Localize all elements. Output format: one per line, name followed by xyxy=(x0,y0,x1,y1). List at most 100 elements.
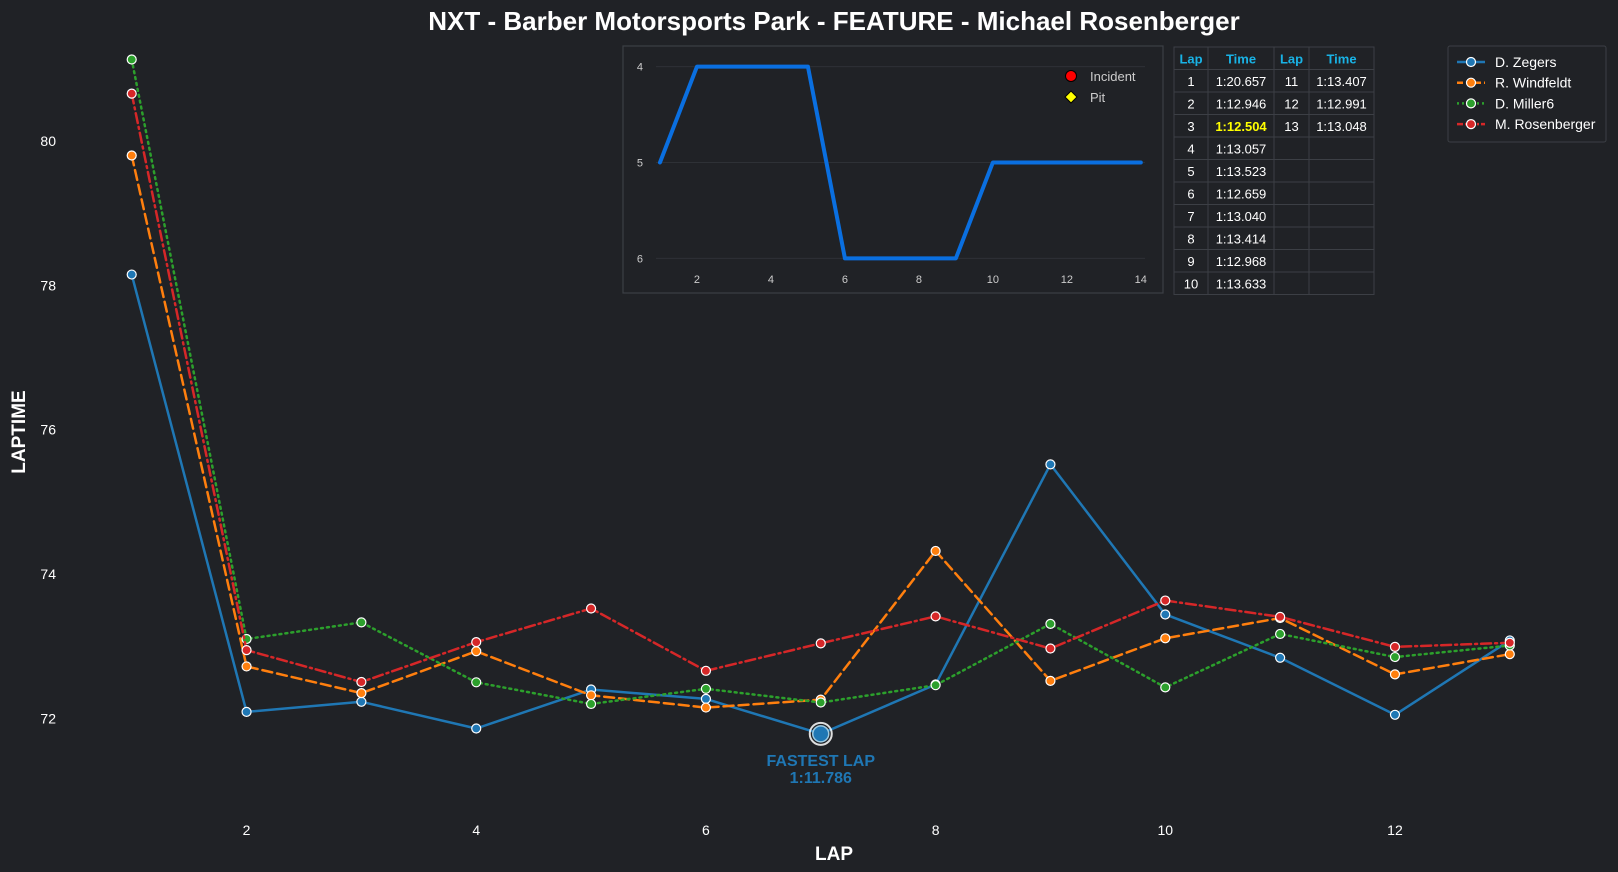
fastest-lap-marker xyxy=(812,725,830,743)
data-point xyxy=(700,702,712,713)
table-value: 1 xyxy=(1187,74,1194,89)
data-point xyxy=(471,646,482,657)
data-point xyxy=(1389,651,1401,663)
data-point xyxy=(471,677,482,688)
inset-x-tick-label: 2 xyxy=(694,274,700,286)
x-axis-label: LAP xyxy=(815,844,853,865)
y-tick-label: 78 xyxy=(40,277,56,293)
data-point xyxy=(1504,637,1515,648)
table-cell xyxy=(1308,249,1375,273)
table-value: 1:13.523 xyxy=(1216,164,1267,179)
data-point xyxy=(1275,652,1286,663)
table-value: 8 xyxy=(1187,231,1194,246)
y-tick-label: 72 xyxy=(40,710,56,726)
data-point xyxy=(241,661,252,672)
data-point xyxy=(356,676,367,688)
inset-frame xyxy=(622,45,1164,294)
legend-label: D. Zegers xyxy=(1495,54,1556,70)
table-value: 13 xyxy=(1284,119,1298,134)
inset-x-tick-label: 6 xyxy=(842,274,848,286)
table-value: 1:12.968 xyxy=(1216,254,1267,269)
legend-marker xyxy=(1465,98,1477,109)
y-tick-label: 76 xyxy=(40,422,56,438)
table-value: 1:13.057 xyxy=(1216,141,1267,156)
lap-time-table: Lap Time Lap Time 1 1:20.657 11 1:13.407 2 1:12.9… xyxy=(1173,46,1375,295)
inset-x-tick-label: 12 xyxy=(1061,274,1073,286)
table-value: 1:13.414 xyxy=(1216,231,1267,246)
position-line xyxy=(657,64,1143,261)
data-point xyxy=(356,696,367,707)
table-cell xyxy=(1273,181,1310,205)
table-header: Lap xyxy=(1280,51,1303,66)
table-value: 5 xyxy=(1187,164,1194,179)
legend-label: M. Rosenberger xyxy=(1495,116,1596,132)
data-point xyxy=(1275,611,1286,622)
inset-y-tick-label: 5 xyxy=(637,157,643,169)
data-point xyxy=(126,54,137,65)
inset-x-tick-label: 4 xyxy=(768,274,774,286)
data-point xyxy=(1045,459,1056,470)
legend-marker xyxy=(1465,77,1477,88)
table-cell xyxy=(1273,136,1310,160)
data-point xyxy=(471,723,482,734)
table-value: 1:12.946 xyxy=(1216,96,1267,111)
fastest-lap-label: FASTEST LAP xyxy=(767,753,876,770)
data-point xyxy=(356,617,367,628)
data-point xyxy=(356,688,367,699)
data-point xyxy=(1389,669,1401,680)
data-point xyxy=(1160,682,1171,693)
table-value: 1:12.659 xyxy=(1216,186,1267,201)
table-value: 4 xyxy=(1187,141,1194,156)
table-cell xyxy=(1308,159,1375,183)
inset-legend-label: Pit xyxy=(1090,90,1106,105)
data-point xyxy=(815,697,826,708)
x-tick-label: 4 xyxy=(472,822,480,838)
table-value: 11 xyxy=(1285,74,1299,89)
fastest-lap-ring xyxy=(808,721,833,746)
legend-label: D. Miller6 xyxy=(1495,95,1554,111)
data-point xyxy=(1160,633,1171,644)
table-value: 9 xyxy=(1187,254,1194,269)
data-point xyxy=(1389,641,1401,652)
table-cell xyxy=(1308,204,1375,228)
legend-box xyxy=(1447,45,1607,143)
inset-y-tick-label: 4 xyxy=(637,62,643,74)
table-value: 7 xyxy=(1187,209,1194,224)
data-point xyxy=(1045,675,1056,686)
table-header: Time xyxy=(1326,51,1356,66)
legend-marker xyxy=(1465,56,1477,68)
inset-y-tick-label: 6 xyxy=(637,253,643,265)
table-value: 6 xyxy=(1187,186,1194,201)
data-point xyxy=(1160,595,1171,606)
data-point xyxy=(1275,628,1286,640)
table-header: Time xyxy=(1226,51,1256,66)
position-inset: 4 5 6 2 4 6 8 10 12 14 Incident Pit xyxy=(622,45,1164,294)
x-tick-label: 10 xyxy=(1157,822,1173,838)
data-point xyxy=(700,693,712,705)
data-point xyxy=(471,637,482,648)
data-point xyxy=(126,150,137,161)
data-point xyxy=(585,603,597,614)
table-cell xyxy=(1273,204,1310,228)
data-point xyxy=(585,690,597,701)
table-cell xyxy=(1273,271,1310,295)
data-point xyxy=(930,545,941,557)
data-point xyxy=(241,645,252,656)
y-tick-label: 74 xyxy=(40,566,56,582)
inset-x-tick-label: 14 xyxy=(1135,274,1147,286)
data-point xyxy=(1045,643,1056,654)
table-value: 1:12.504 xyxy=(1215,119,1267,134)
table-value: 1:13.633 xyxy=(1216,276,1267,291)
legend-label: R. Windfeldt xyxy=(1495,75,1571,91)
data-point xyxy=(126,269,137,280)
y-axis-label: LAPTIME xyxy=(9,390,30,473)
data-point xyxy=(126,88,137,99)
data-point xyxy=(1504,649,1515,660)
table-cell xyxy=(1308,181,1375,205)
table-value: 1:12.991 xyxy=(1316,96,1367,111)
data-point xyxy=(815,638,826,649)
y-tick-label: 80 xyxy=(40,133,56,149)
incident-marker-icon xyxy=(1065,70,1077,82)
legend-marker xyxy=(1465,118,1477,130)
